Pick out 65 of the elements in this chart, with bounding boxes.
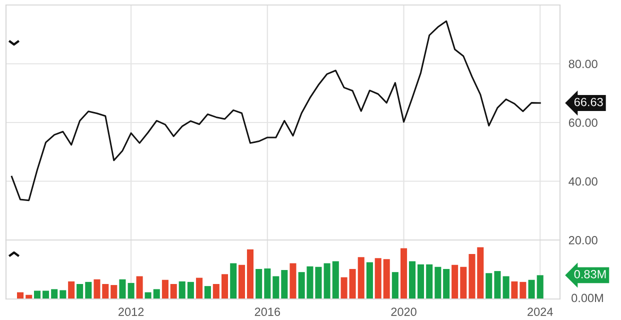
bar (212, 284, 220, 299)
bar (366, 262, 373, 299)
bar (434, 266, 442, 299)
bar (383, 259, 390, 299)
bar (340, 277, 348, 299)
bar (443, 268, 450, 299)
bar (460, 266, 467, 299)
text: 0.00M (572, 294, 603, 302)
bar (536, 275, 544, 299)
bar (60, 290, 66, 299)
bar (511, 281, 518, 299)
bar (417, 264, 424, 299)
bar (256, 268, 262, 299)
bar (315, 266, 322, 299)
y-tick-label: 20.00 (568, 236, 598, 244)
bar (68, 281, 75, 299)
bar (170, 284, 177, 299)
bar (272, 276, 280, 299)
bar (187, 282, 194, 299)
bar (162, 280, 168, 299)
bar (128, 282, 134, 299)
x-tick-label: 2016 (254, 308, 280, 316)
bar (349, 268, 356, 299)
bar (290, 263, 296, 299)
x-tick-label: 2020 (391, 308, 416, 316)
bar (196, 278, 203, 299)
bar (400, 248, 408, 299)
annotation: 0.83M (574, 270, 606, 278)
bar (85, 282, 92, 299)
bar (246, 249, 254, 299)
bar (486, 273, 492, 299)
bar (452, 264, 458, 299)
bar (374, 258, 382, 299)
bar (51, 289, 58, 299)
bar (119, 279, 126, 299)
bar (332, 261, 339, 299)
bar (392, 272, 398, 299)
bar (153, 289, 160, 299)
bar (408, 261, 416, 299)
bar (494, 271, 501, 299)
bar (358, 257, 364, 299)
bar (324, 263, 330, 299)
bar (502, 276, 510, 299)
x-tick-label: 2012 (118, 308, 144, 316)
bar (426, 264, 433, 299)
bar (136, 276, 143, 299)
bar (42, 290, 50, 299)
y-tick-label: 40.00 (568, 177, 598, 186)
annotation: 66.63 (574, 98, 603, 106)
bar (230, 263, 237, 299)
y-tick-label: 80.00 (568, 60, 598, 68)
bar (76, 284, 84, 299)
bar (204, 286, 211, 299)
bar (528, 280, 535, 299)
x-tick-label: 2024 (528, 308, 553, 316)
y-tick-label: 60.00 (568, 118, 598, 127)
bar (520, 282, 526, 299)
bar (264, 268, 271, 299)
bar (281, 270, 288, 299)
bar (110, 285, 118, 299)
bar (178, 281, 186, 299)
bar (34, 290, 41, 299)
line-series (10, 20, 541, 202)
bar (238, 264, 246, 299)
bar (221, 274, 228, 299)
